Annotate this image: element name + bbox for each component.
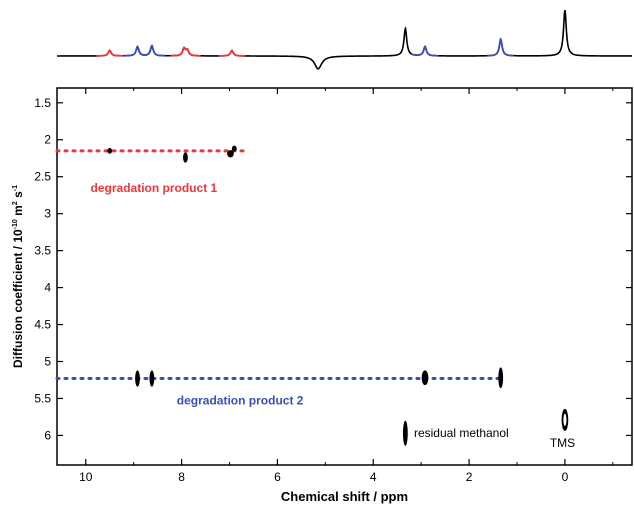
dosy-peak bbox=[227, 150, 234, 158]
y-tick-label: 4.5 bbox=[34, 318, 51, 332]
x-tick-label: 8 bbox=[178, 470, 185, 484]
y-tick-label: 1.5 bbox=[34, 96, 51, 110]
annotation-label: degradation product 2 bbox=[177, 394, 304, 408]
y-tick-label: 3 bbox=[44, 207, 51, 221]
x-axis: 10 8 6 4 2 0 bbox=[79, 88, 614, 484]
y-axis-label-exp3: -1 bbox=[12, 185, 19, 191]
y-axis-label-main: Diffusion coefficient / 10 bbox=[11, 229, 25, 368]
dosy-peak bbox=[498, 367, 504, 389]
x-tick-label: 10 bbox=[79, 470, 93, 484]
dosy-peaks bbox=[107, 145, 569, 446]
dosy-peak bbox=[231, 145, 237, 152]
annotation-label: TMS bbox=[550, 436, 575, 450]
dosy-peak bbox=[421, 370, 429, 386]
annotation-label: degradation product 1 bbox=[91, 181, 218, 195]
x-axis-label: Chemical shift / ppm bbox=[281, 489, 408, 504]
x-tick-label: 2 bbox=[466, 470, 473, 484]
dosy-peak bbox=[183, 152, 188, 163]
annotation-label: residual methanol bbox=[414, 426, 509, 440]
dosy-peak-hole bbox=[563, 413, 567, 427]
y-axis-label-unit-s: s bbox=[11, 191, 25, 201]
projection-peak bbox=[137, 44, 166, 57]
y-tick-label: 5 bbox=[44, 355, 51, 369]
y-axis-label: Diffusion coefficient / 10-10 m2 s-1 bbox=[11, 185, 25, 368]
x-tick-label: 0 bbox=[562, 470, 569, 484]
y-tick-label: 3.5 bbox=[34, 244, 51, 258]
y-axis: 1.5 2 2.5 3 3.5 4 4.5 5 5.5 6 bbox=[34, 96, 632, 442]
x-tick-label: 4 bbox=[370, 470, 377, 484]
plot-frame bbox=[56, 87, 633, 466]
projection-trace bbox=[57, 9, 632, 70]
y-axis-label-exp2: 2 bbox=[12, 201, 19, 205]
dosy-peak bbox=[402, 420, 408, 446]
y-axis-label-exp: -10 bbox=[12, 219, 19, 229]
y-axis-label-unit-m: m bbox=[11, 205, 25, 219]
projection-peak bbox=[173, 46, 201, 57]
proton-projection-spectrum bbox=[57, 9, 632, 70]
y-tick-label: 5.5 bbox=[34, 391, 51, 405]
reference-lines bbox=[55, 149, 505, 381]
projection-peak bbox=[218, 49, 246, 57]
dosy-peak bbox=[107, 147, 113, 154]
x-tick-label: 6 bbox=[274, 470, 281, 484]
y-tick-label: 2.5 bbox=[34, 170, 51, 184]
dosy-peak bbox=[149, 370, 155, 387]
y-tick-label: 2 bbox=[44, 133, 51, 147]
annotations: degradation product 1 degradation product… bbox=[91, 181, 576, 450]
projection-peak bbox=[96, 49, 124, 57]
dosy-peak bbox=[135, 370, 140, 387]
projection-peak bbox=[487, 36, 514, 57]
y-tick-label: 4 bbox=[44, 281, 51, 295]
y-tick-label: 6 bbox=[44, 428, 51, 442]
projection-peak bbox=[411, 45, 439, 57]
